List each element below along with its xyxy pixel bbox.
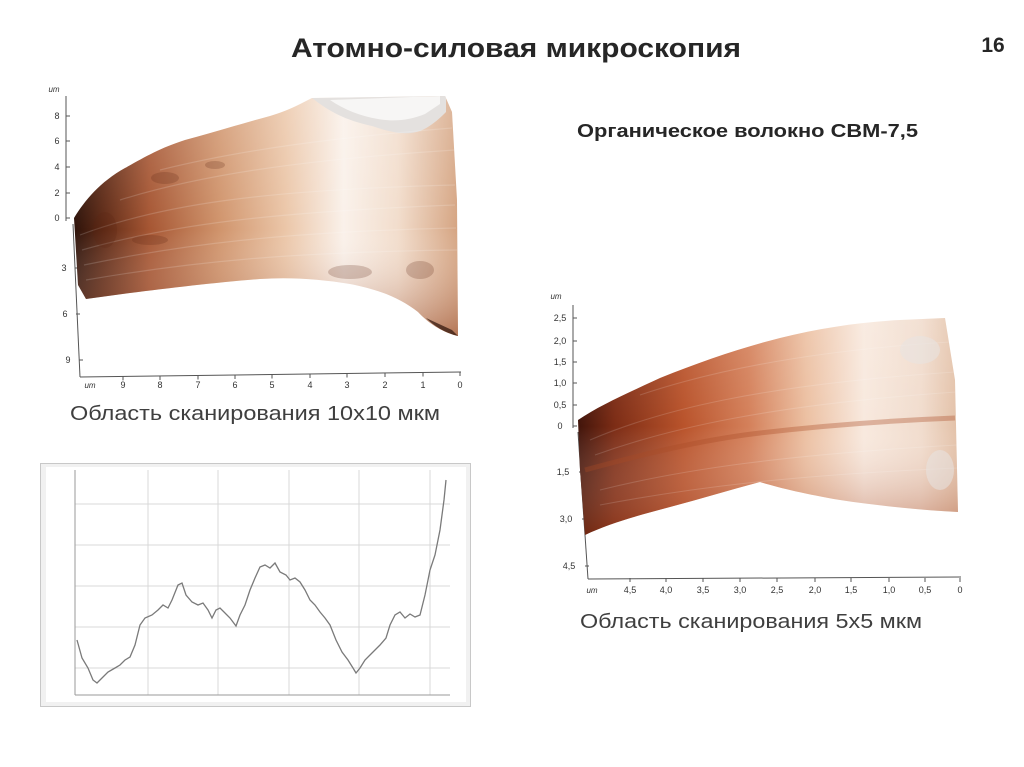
slide-subtitle: Органическое волокно СВМ-7,5 xyxy=(577,121,918,141)
slide-title: Атомно-силовая микроскопия xyxy=(291,33,741,63)
afm-5x5-ticks: um 2,5 2,0 1,5 1,0 0,5 0 1,5 3,0 4,5 um 4,5 4,0 3,5 3,… xyxy=(550,292,962,595)
afm-5x5-y-tick-label: 3,0 xyxy=(560,514,573,524)
afm-10x10-x-tick-label: 7 xyxy=(195,380,200,390)
afm-10x10-z-unit: um xyxy=(48,85,59,94)
afm-5x5-z-tick-label: 1,5 xyxy=(554,357,567,367)
afm-5x5-x-tick-label: 3,0 xyxy=(734,585,747,595)
afm-5x5-z-tick-label: 1,0 xyxy=(554,378,567,388)
afm-10x10-x-tick-label: 8 xyxy=(157,380,162,390)
caption-scan-area-5x5: Область сканирования 5x5 мкм xyxy=(580,611,922,633)
afm-10x10-y-tick-label: 3 xyxy=(61,263,66,273)
afm-10x10-z-tick-label: 2 xyxy=(54,188,59,198)
afm-5x5-x-tick-label: 0 xyxy=(957,585,962,595)
afm-10x10-x-tick-label: 4 xyxy=(307,380,312,390)
afm-5x5-z-tick-label: 2,5 xyxy=(554,313,567,323)
afm-10x10-x-tick-label: 0 xyxy=(457,380,462,390)
afm-5x5-z-unit: um xyxy=(550,292,561,301)
afm-10x10-x-tick-label: 1 xyxy=(420,380,425,390)
afm-10x10-x-tick-label: 5 xyxy=(269,380,274,390)
afm-5x5-x-tick-label: 4,0 xyxy=(660,585,673,595)
afm-surface-5x5: um 2,5 2,0 1,5 1,0 0,5 0 1,5 3,0 4,5 um 4,5 4,0 3,5 3,… xyxy=(550,292,962,595)
afm-5x5-x-tick-label: 2,5 xyxy=(771,585,784,595)
afm-5x5-x-tick-label: 0,5 xyxy=(919,585,932,595)
caption-scan-area-10x10: Область сканирования 10x10 мкм xyxy=(70,403,440,425)
afm-10x10-z-tick-label: 8 xyxy=(54,111,59,121)
afm-10x10-z-tick-label: 0 xyxy=(54,213,59,223)
afm-5x5-x-tick-label: 1,0 xyxy=(883,585,896,595)
afm-10x10-z-tick-label: 6 xyxy=(54,136,59,146)
afm-10x10-x-unit: um xyxy=(84,381,95,390)
height-profile-plot xyxy=(40,463,471,707)
afm-surface-10x10: um 8 6 4 2 0 3 6 9 um 9 8 7 6 5 4 3 2 1 0 xyxy=(48,85,462,390)
afm-5x5-x-tick-label: 2,0 xyxy=(809,585,822,595)
profile-axes xyxy=(74,470,450,696)
afm-10x10-x-tick-label: 9 xyxy=(120,380,125,390)
afm-5x5-z-tick-label: 2,0 xyxy=(554,336,567,346)
afm-5x5-topography xyxy=(578,318,958,535)
afm-5x5-x-unit: um xyxy=(586,586,597,595)
afm-10x10-x-tick-label: 3 xyxy=(344,380,349,390)
afm-10x10-y-tick-label: 9 xyxy=(65,355,70,365)
afm-5x5-z-tick-label: 0,5 xyxy=(554,400,567,410)
afm-10x10-y-tick-label: 6 xyxy=(62,309,67,319)
afm-5x5-x-tick-label: 1,5 xyxy=(845,585,858,595)
page-number: 16 xyxy=(981,34,1004,57)
afm-10x10-x-tick-label: 2 xyxy=(382,380,387,390)
afm-5x5-y-tick-label: 4,5 xyxy=(563,561,576,571)
afm-10x10-z-tick-label: 4 xyxy=(54,162,59,172)
afm-10x10-x-tick-label: 6 xyxy=(232,380,237,390)
afm-5x5-z-tick-label: 0 xyxy=(557,421,562,431)
afm-5x5-x-tick-label: 3,5 xyxy=(697,585,710,595)
profile-gridlines xyxy=(75,470,450,695)
profile-line xyxy=(76,479,447,684)
afm-5x5-y-tick-label: 1,5 xyxy=(557,467,570,477)
afm-10x10-topography xyxy=(74,96,458,336)
afm-5x5-x-tick-label: 4,5 xyxy=(624,585,637,595)
afm-10x10-axes xyxy=(65,96,462,378)
